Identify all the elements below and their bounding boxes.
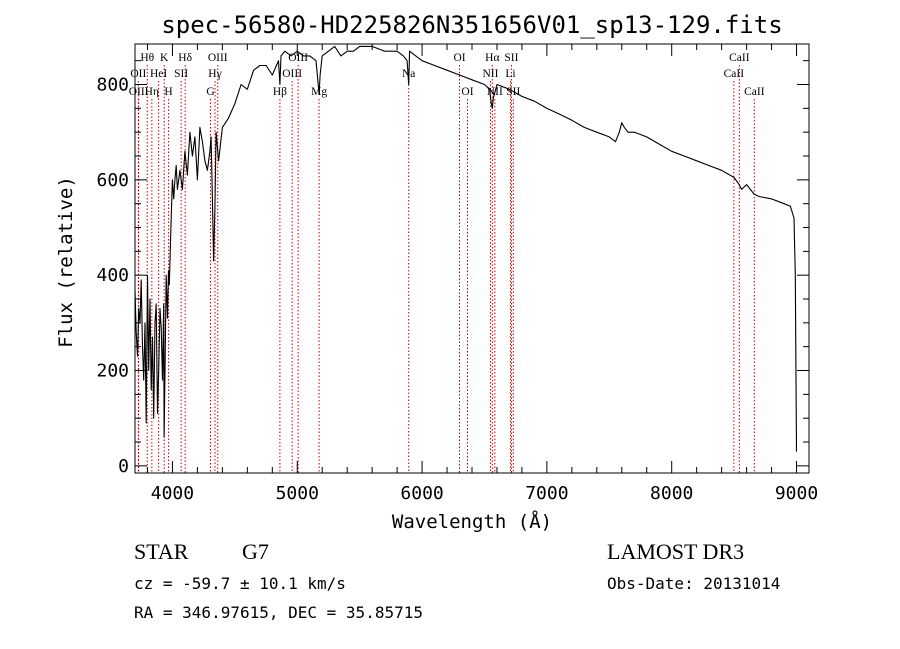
x-axis: 4000 5000 6000 7000 8000 9000	[146, 44, 818, 504]
y-tick-label: 600	[96, 170, 129, 191]
y-tick-label: 200	[96, 361, 129, 382]
x-tick-label: 7000	[525, 483, 568, 504]
emission-line-label: Hη	[145, 86, 159, 98]
emission-line-label: Li	[505, 68, 515, 80]
x-tick-label: 5000	[276, 483, 319, 504]
emission-line-label: Hβ	[273, 86, 287, 98]
emission-line-label: Hθ	[140, 52, 154, 64]
redshift-text: cz = -59.7 ± 10.1 km/s	[134, 574, 346, 593]
emission-line-label: OIII	[282, 68, 302, 80]
y-tick-label: 0	[118, 456, 129, 477]
x-tick-label: 6000	[400, 483, 443, 504]
x-axis-label: Wavelength (Å)	[392, 510, 552, 533]
x-tick-label: 8000	[650, 483, 693, 504]
emission-line-label: OIII	[208, 52, 228, 64]
emission-line-label: G	[206, 86, 214, 98]
emission-line-markers	[137, 65, 755, 473]
emission-line-label: K	[160, 52, 169, 64]
emission-line-label: OIII	[129, 86, 149, 98]
plot-frame	[134, 43, 810, 474]
x-tick-label: 4000	[151, 483, 194, 504]
emission-line-label: OII	[130, 68, 146, 80]
survey-name: LAMOST DR3	[607, 539, 745, 564]
emission-line-label: SII	[174, 68, 188, 80]
chart-title: spec-56580-HD225826N351656V01_sp13-129.f…	[161, 11, 782, 39]
emission-line-label: Hγ	[208, 68, 221, 80]
spectrum-line	[134, 45, 798, 452]
emission-line-label: Hδ	[178, 52, 192, 64]
coordinates: RA = 346.97615, DEC = 35.85715	[134, 603, 423, 622]
y-tick-label: 800	[96, 75, 129, 96]
emission-line-label: OIII	[288, 52, 308, 64]
y-axis: 0 200 400 600 800	[96, 60, 809, 477]
emission-line-label: HeI	[150, 68, 167, 80]
emission-line-label: CaII	[729, 52, 750, 64]
emission-line-label: CaII	[744, 86, 765, 98]
emission-line-label: NII	[482, 68, 498, 80]
emission-line-label: OI	[453, 52, 465, 64]
subclass: G7	[242, 539, 269, 564]
y-axis-label: Flux (relative)	[55, 176, 77, 348]
obs-date: Obs-Date: 20131014	[607, 574, 781, 593]
y-tick-label: 400	[96, 265, 129, 286]
object-type: STAR	[134, 539, 189, 564]
emission-line-label: OI	[461, 86, 473, 98]
x-tick-label: 9000	[775, 483, 818, 504]
emission-line-label: CaII	[724, 68, 745, 80]
emission-line-label: SII	[504, 52, 518, 64]
emission-line-label: Hα	[485, 52, 499, 64]
emission-line-label: H	[164, 86, 172, 98]
